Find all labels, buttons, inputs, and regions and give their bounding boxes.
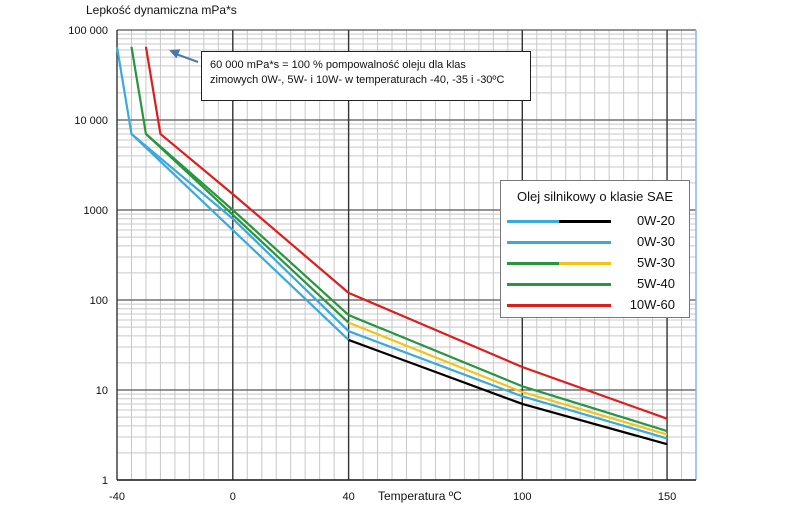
y-tick-label: 10 000	[74, 115, 108, 127]
legend-swatch	[507, 220, 611, 223]
y-tick-label: 10	[96, 385, 108, 397]
legend-item: 5W-30	[507, 253, 687, 273]
annotation-arrow	[169, 49, 199, 63]
legend-item: 5W-40	[507, 274, 687, 294]
x-tick-label: 100	[513, 491, 531, 503]
y-tick-label: 1	[102, 475, 108, 487]
annotation-line-1: 60 000 mPa*s = 100 % pompowalność oleju …	[210, 59, 466, 71]
series-line-0w-20-segment-a	[130, 133, 350, 341]
legend-title: Olej silnikowy o klasie SAE	[516, 189, 674, 204]
legend-label: 5W-40	[636, 276, 675, 291]
annotation-box: 60 000 mPa*s = 100 % pompowalność oleju …	[201, 51, 531, 101]
y-tick-label: 100 000	[68, 25, 108, 37]
legend-swatch	[507, 241, 611, 244]
legend-label: 0W-30	[636, 234, 675, 249]
x-tick-label: -40	[109, 491, 125, 503]
series-line-5w-40	[130, 46, 668, 433]
legend-label: 0W-20	[636, 213, 675, 228]
x-axis-label: Temperatura ºC	[378, 489, 462, 503]
legend-label: 5W-30	[636, 255, 675, 270]
series-line-5w-30-segment-a	[145, 133, 350, 324]
legend: Olej silnikowy o klasie SAE 0W-20 0W-30 5W…	[500, 180, 690, 318]
legend-swatch	[507, 304, 611, 307]
arrow-head	[169, 49, 181, 59]
x-tick-label: 40	[342, 491, 354, 503]
y-tick-label: 100	[90, 295, 108, 307]
x-tick-label: 0	[230, 491, 236, 503]
x-tick-label: 150	[658, 491, 676, 503]
tick-labels: 1 10 100 1000 10 000 100 000 -40 0 40 100 150	[68, 25, 676, 503]
series-lines	[115, 46, 668, 446]
series-line-10w-60	[144, 46, 668, 420]
legend-swatch	[507, 283, 611, 286]
y-tick-label: 1000	[84, 205, 108, 217]
annotation-line-2: zimowych 0W-, 5W- i 10W- w temperaturach…	[210, 74, 505, 86]
y-axis-label: Lepkość dynamiczna mPa*s	[86, 3, 237, 17]
series-line-0w-20-segment-b	[348, 338, 668, 446]
legend-item: 10W-60	[507, 295, 687, 315]
series-line-0w-30	[115, 46, 668, 440]
legend-swatch	[507, 262, 611, 265]
series-line-5w-30-segment-b	[348, 321, 668, 436]
legend-item: 0W-20	[507, 211, 687, 231]
legend-label: 10W-60	[629, 297, 675, 312]
legend-item: 0W-30	[507, 232, 687, 252]
